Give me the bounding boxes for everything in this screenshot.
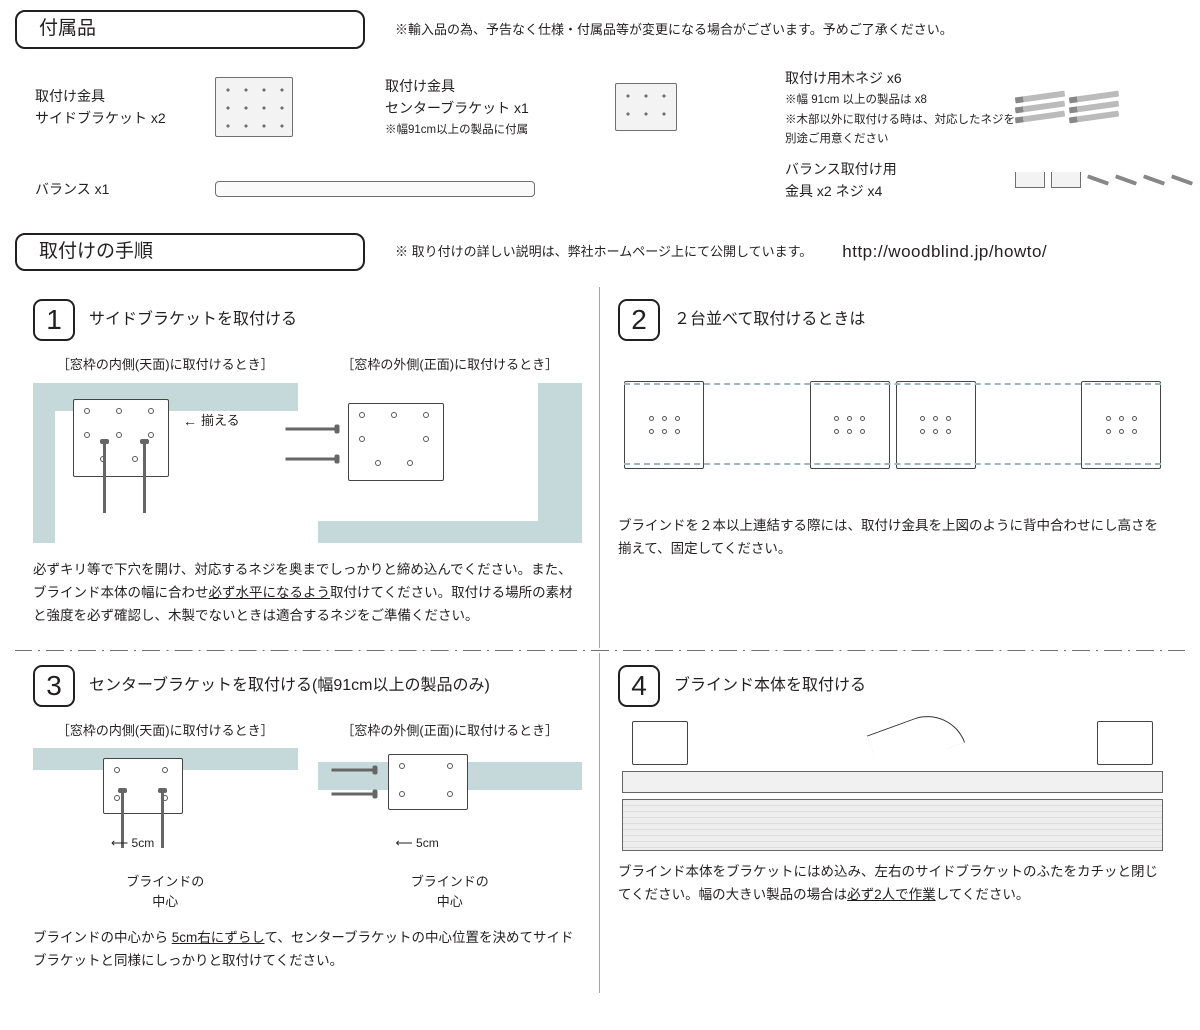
part-side-bracket-label: 取付け金具 サイドブラケット x2	[35, 85, 215, 130]
step-3-caption-b: ［窓枠の外側(正面)に取付けるとき］	[318, 721, 583, 741]
step-3-title: センターブラケットを取付ける(幅91cm以上の製品のみ)	[89, 674, 490, 698]
step-4: 4 ブラインド本体を取付ける ブラインド本体をブラケットにはめ込み、左右のサイド…	[600, 653, 1185, 993]
step-4-text: ブラインド本体をブラケットにはめ込み、左右のサイドブラケットのふたをカチッと閉じ…	[618, 861, 1167, 907]
section-title-steps: 取付けの手順	[15, 233, 365, 272]
steps-url: http://woodblind.jp/howto/	[842, 239, 1047, 265]
part-wood-screws-label: 取付け用木ネジ x6 ※幅 91cm 以上の製品は x8 ※木部以外に取付ける時…	[785, 67, 1015, 149]
step-3: 3 センターブラケットを取付ける(幅91cm以上の製品のみ) ［窓枠の内側(天面…	[15, 653, 600, 993]
section-title-parts: 付属品	[15, 10, 365, 49]
steps-grid: 1 サイドブラケットを取付ける ［窓枠の内側(天面)に取付けるとき］ ←	[15, 287, 1185, 993]
part-center-bracket-icon	[615, 83, 785, 131]
part-center-bracket-label: 取付け金具 センターブラケット x1 ※幅91cm以上の製品に付属	[385, 75, 615, 140]
step-2-number: 2	[618, 299, 660, 341]
part-balance-icon	[215, 181, 535, 197]
part-balance-hw-label: バランス取付け用 金具 x2 ネジ x4	[785, 158, 1015, 203]
step-1-title: サイドブラケットを取付ける	[89, 308, 297, 332]
parts-grid: 取付け金具 サイドブラケット x2 取付け金具 センターブラケット x1 ※幅9…	[15, 67, 1185, 203]
step-2: 2 ２台並べて取付けるときは ブラインドを２本以上連結する際には、取付け金具を上…	[600, 287, 1185, 647]
horizontal-separator	[15, 650, 1185, 651]
step-1-caption-a: ［窓枠の内側(天面)に取付けるとき］	[33, 355, 298, 375]
step-1-diagram-a: ← 揃える	[33, 383, 298, 543]
parts-top-note: ※輸入品の為、予告なく仕様・付属品等が変更になる場合がございます。予めご了承くだ…	[395, 20, 953, 40]
step-4-diagram	[622, 721, 1163, 851]
step-4-number: 4	[618, 665, 660, 707]
step-3-caption-a: ［窓枠の内側(天面)に取付けるとき］	[33, 721, 298, 741]
step-3-center-label-a: ブラインドの 中心	[33, 872, 298, 911]
step-3-diagram-a: ⟵ 5cm	[33, 748, 298, 868]
part-side-bracket-icon	[215, 77, 385, 137]
step-1-caption-b: ［窓枠の外側(正面)に取付けるとき］	[318, 355, 583, 375]
part-wood-screws-icon	[1015, 94, 1185, 120]
step-3-number: 3	[33, 665, 75, 707]
step-2-diagram	[624, 355, 1161, 495]
step-1-number: 1	[33, 299, 75, 341]
step-3-diagram-b: ⟵ 5cm	[318, 748, 583, 868]
part-balance-hw-icon	[1015, 172, 1185, 188]
step-1: 1 サイドブラケットを取付ける ［窓枠の内側(天面)に取付けるとき］ ←	[15, 287, 600, 647]
step-2-title: ２台並べて取付けるときは	[674, 308, 865, 332]
step-2-text: ブラインドを２本以上連結する際には、取付け金具を上図のように背中合わせにし高さを…	[618, 515, 1167, 561]
step-3-text: ブラインドの中心から 5cm右にずらして、センターブラケットの中心位置を決めてサ…	[33, 927, 582, 973]
part-balance-label: バランス x1	[35, 178, 195, 200]
step-3-center-label-b: ブラインドの 中心	[318, 872, 583, 911]
steps-note: ※ 取り付けの詳しい説明は、弊社ホームページ上にて公開しています。	[395, 242, 812, 262]
step-1-diagram-b	[318, 383, 583, 543]
step-4-title: ブラインド本体を取付ける	[674, 674, 866, 698]
step-1-align-label: 揃える	[201, 411, 240, 431]
step-1-text: 必ずキリ等で下穴を開け、対応するネジを奥までしっかりと締め込んでください。また、…	[33, 559, 582, 628]
